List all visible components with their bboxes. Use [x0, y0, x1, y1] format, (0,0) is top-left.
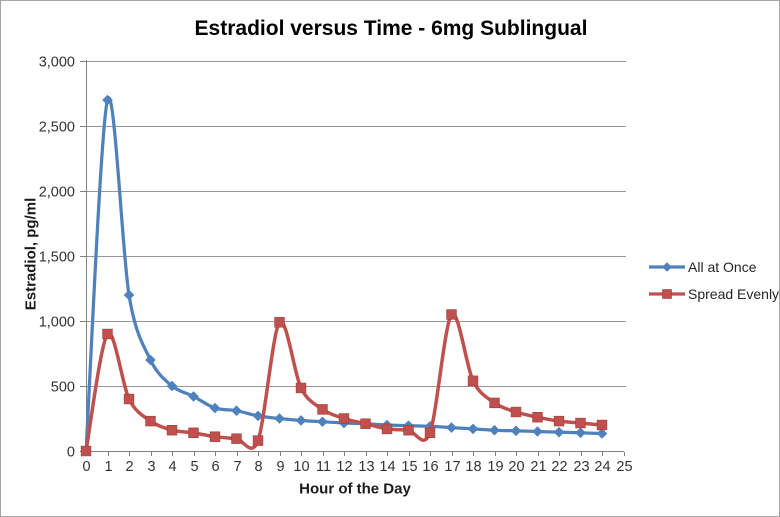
- series-markers-0: [80, 94, 608, 457]
- y-tick-label: 2,500: [39, 120, 75, 136]
- data-point-marker: [575, 427, 586, 439]
- legend-item-all-at-once: All at Once: [649, 259, 756, 275]
- x-tick-label: 9: [276, 459, 284, 475]
- x-tick-label: 20: [508, 459, 524, 475]
- x-tick-label: 4: [168, 459, 176, 475]
- y-tick-label: 0: [67, 445, 75, 461]
- data-point-marker: [403, 424, 414, 436]
- data-point-marker: [381, 423, 393, 435]
- x-tick-label: 19: [487, 459, 503, 475]
- data-point-marker: [360, 418, 371, 429]
- data-point-marker: [532, 411, 543, 423]
- data-point-marker: [295, 382, 307, 394]
- data-point-marker: [553, 415, 565, 427]
- legend-item-spread-evenly: Spread Evenly: [649, 286, 779, 302]
- data-point-marker: [532, 426, 543, 437]
- data-point-marker: [467, 423, 479, 435]
- data-point-marker: [596, 419, 608, 431]
- x-tick-label: 1: [104, 459, 112, 475]
- x-tick-label: 13: [358, 459, 374, 475]
- data-point-marker: [231, 405, 242, 416]
- square-marker-icon: [649, 289, 685, 299]
- y-tick-label: 3,000: [39, 55, 75, 71]
- data-point-marker: [102, 94, 113, 106]
- x-tick-label: 3: [147, 459, 155, 475]
- data-point-marker: [489, 424, 500, 436]
- data-point-marker: [188, 427, 199, 438]
- axes-group: [80, 60, 625, 456]
- data-point-marker: [274, 317, 285, 328]
- data-point-marker: [446, 422, 457, 433]
- y-tick-label: 500: [51, 380, 75, 396]
- data-point-marker: [166, 380, 178, 392]
- y-tick-label: 1,500: [39, 250, 75, 266]
- y-axis-title: Estradiol, pg/ml: [22, 197, 40, 311]
- x-tick-label: 12: [336, 459, 352, 475]
- x-tick-label: 22: [551, 459, 567, 475]
- data-point-marker: [317, 416, 328, 428]
- x-tick-label: 6: [211, 459, 219, 475]
- x-tick-label: 10: [293, 459, 309, 475]
- series-line-0: [85, 96, 604, 453]
- data-point-marker: [123, 289, 135, 301]
- data-point-marker: [510, 406, 522, 418]
- x-tick-label: 21: [530, 459, 546, 475]
- x-tick-labels-group: 0 1 2 3 4 5 6 7 8 9 10 11 12 13 14 15 16 17 18 19 20 21 22 23 24…: [82, 459, 632, 475]
- x-tick-label: 15: [401, 459, 417, 475]
- data-point-marker: [252, 435, 264, 446]
- x-tick-label: 17: [444, 459, 460, 475]
- data-point-marker: [188, 391, 199, 402]
- x-tick-label: 24: [594, 459, 610, 475]
- chart-title: Estradiol versus Time - 6mg Sublingual: [194, 17, 588, 40]
- x-tick-label: 0: [82, 459, 90, 475]
- legend-label: All at Once: [688, 259, 757, 275]
- data-point-marker: [489, 397, 500, 409]
- gridlines-group: [86, 61, 626, 387]
- legend-label: Spread Evenly: [688, 286, 780, 302]
- data-point-marker: [553, 426, 565, 438]
- data-point-marker: [145, 415, 156, 427]
- x-tick-label: 11: [316, 459, 331, 475]
- diamond-marker-icon: [649, 262, 685, 272]
- y-tick-label: 2,000: [39, 185, 75, 201]
- x-tick-label: 14: [379, 459, 395, 475]
- data-point-marker: [252, 410, 264, 422]
- data-point-marker: [317, 404, 328, 415]
- x-tick-label: 25: [616, 459, 632, 475]
- data-point-marker: [209, 431, 221, 442]
- data-point-marker: [467, 375, 479, 386]
- series-lines-group: [80, 94, 608, 457]
- x-tick-label: 18: [465, 459, 481, 475]
- data-point-marker: [145, 354, 156, 366]
- data-point-marker: [123, 393, 135, 405]
- x-tick-label: 8: [254, 459, 262, 475]
- data-point-marker: [510, 425, 522, 437]
- data-point-marker: [446, 309, 457, 320]
- data-point-marker: [274, 413, 285, 424]
- x-tick-label: 5: [190, 459, 198, 475]
- data-point-marker: [596, 428, 608, 439]
- data-point-marker: [80, 445, 92, 457]
- data-point-marker: [338, 413, 350, 424]
- x-axis-title: Hour of the Day: [299, 480, 411, 498]
- data-point-marker: [209, 402, 221, 414]
- x-tick-label: 23: [573, 459, 589, 475]
- data-point-marker: [166, 424, 178, 436]
- data-point-marker: [231, 433, 242, 444]
- x-tick-label: 2: [125, 459, 133, 475]
- y-tick-label: 1,000: [39, 315, 75, 331]
- x-tick-label: 7: [233, 459, 241, 475]
- data-point-marker: [102, 328, 113, 340]
- series-markers-1: [80, 309, 608, 457]
- x-tick-label: 16: [422, 459, 438, 475]
- data-point-marker: [575, 417, 586, 429]
- y-tick-labels-group: 0 500 1,000 1,500 2,000 2,500 3,000: [39, 55, 75, 461]
- data-point-marker: [424, 427, 436, 438]
- data-point-marker: [295, 415, 307, 426]
